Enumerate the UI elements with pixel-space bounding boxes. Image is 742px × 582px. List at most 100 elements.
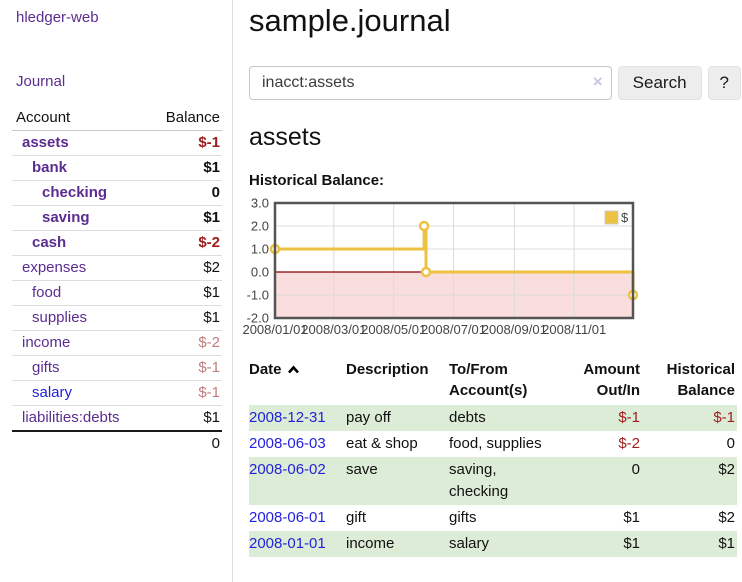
- transaction-date-link[interactable]: 2008-06-01: [249, 509, 326, 526]
- account-balance: $1: [203, 309, 220, 326]
- transaction-amount: $-2: [618, 435, 640, 452]
- search-bar: × Search ?: [249, 66, 741, 100]
- account-link-expenses[interactable]: expenses: [22, 259, 87, 276]
- account-row: supplies $1: [12, 305, 222, 331]
- account-link-checking[interactable]: checking: [42, 184, 108, 201]
- transaction-accounts: salary: [449, 535, 490, 552]
- clear-search-icon[interactable]: ×: [592, 72, 603, 91]
- account-row: checking 0: [12, 180, 222, 206]
- transaction-historical-balance: $2: [718, 509, 735, 526]
- date-column-header[interactable]: Date: [249, 357, 346, 405]
- transaction-accounts: gifts: [449, 509, 477, 526]
- account-balance: $-1: [198, 359, 220, 376]
- account-link-supplies[interactable]: supplies: [32, 309, 88, 326]
- account-balance: $1: [203, 209, 220, 226]
- svg-text:2008/11/01: 2008/11/01: [542, 322, 606, 337]
- transaction-date-link[interactable]: 2008-06-02: [249, 461, 326, 478]
- register-row: 2008-06-03 eat & shop food, supplies $-2…: [249, 431, 737, 457]
- svg-text:2008/07/01: 2008/07/01: [421, 322, 486, 337]
- svg-text:2.0: 2.0: [251, 219, 269, 234]
- historical-column-header: Historical Balance: [666, 361, 735, 399]
- accounts-table: Account Balance assets $-1 bank $1 check…: [12, 106, 222, 456]
- register-row: 2008-06-02 save saving, checking 0 $2: [249, 457, 737, 505]
- account-heading: assets: [249, 123, 322, 151]
- svg-text:2008/03/01: 2008/03/01: [301, 322, 366, 337]
- account-link-saving[interactable]: saving: [42, 209, 90, 226]
- transaction-description: save: [346, 461, 378, 478]
- description-column-header: Description: [346, 361, 429, 378]
- transaction-accounts: saving, checking: [449, 461, 509, 500]
- account-column-header: Account: [12, 106, 148, 131]
- account-row: income $-2: [12, 330, 222, 356]
- account-row: food $1: [12, 280, 222, 306]
- transaction-historical-balance: $2: [718, 461, 735, 478]
- account-balance: $1: [203, 159, 220, 176]
- register-table: Date Description To/From Account(s) Amou…: [249, 357, 737, 557]
- account-link-cash[interactable]: cash: [32, 234, 67, 251]
- account-row: expenses $2: [12, 255, 222, 281]
- register-row: 2008-06-01 gift gifts $1 $2: [249, 505, 737, 531]
- account-balance: $2: [203, 259, 220, 276]
- svg-text:1.0: 1.0: [251, 242, 269, 257]
- transaction-amount: $1: [623, 535, 640, 552]
- account-balance: $1: [203, 284, 220, 301]
- accounts-total-row: 0: [12, 431, 222, 456]
- transaction-date-link[interactable]: 2008-06-03: [249, 435, 326, 452]
- account-balance: $-1: [198, 134, 220, 151]
- account-row: saving $1: [12, 205, 222, 231]
- account-link-food[interactable]: food: [32, 284, 62, 301]
- account-row: cash $-2: [12, 230, 222, 256]
- account-link-gifts[interactable]: gifts: [32, 359, 60, 376]
- account-link-salary[interactable]: salary: [32, 384, 73, 401]
- app-title-link[interactable]: hledger-web: [16, 9, 99, 26]
- account-balance: $-2: [198, 334, 220, 351]
- account-row: salary $-1: [12, 380, 222, 406]
- account-row: gifts $-1: [12, 355, 222, 381]
- sidebar-item-journal[interactable]: Journal: [16, 73, 66, 90]
- svg-text:2008/01/01: 2008/01/01: [243, 322, 308, 337]
- account-row: assets $-1: [12, 131, 222, 156]
- transaction-date-link[interactable]: 2008-12-31: [249, 409, 326, 426]
- sort-ascending-icon: [287, 359, 300, 380]
- svg-text:-1.0: -1.0: [247, 288, 269, 303]
- account-link-bank[interactable]: bank: [32, 159, 68, 176]
- page-title: sample.journal: [249, 3, 451, 38]
- accounts-total-value: 0: [211, 435, 220, 452]
- transaction-amount: $-1: [618, 409, 640, 426]
- account-row: liabilities:debts $1: [12, 405, 222, 432]
- historical-balance-chart: 3.0 2.0 1.0 0.0 -1.0 -2.02008/01/012008/03/01…: [243, 198, 639, 337]
- account-link-liabilities-debts[interactable]: liabilities:debts: [22, 409, 120, 426]
- search-input[interactable]: [249, 66, 612, 100]
- transaction-amount: 0: [631, 461, 640, 478]
- svg-text:0.0: 0.0: [251, 265, 269, 280]
- transaction-description: eat & shop: [346, 435, 418, 452]
- main-content: sample.journal × Search ? assets Histori…: [243, 0, 741, 582]
- account-balance: $-2: [198, 234, 220, 251]
- search-button[interactable]: Search: [617, 66, 702, 100]
- svg-text:2008/09/01: 2008/09/01: [482, 322, 547, 337]
- transaction-amount: $1: [623, 509, 640, 526]
- transaction-historical-balance: 0: [726, 435, 735, 452]
- amount-column-header: Amount Out/In: [583, 361, 640, 399]
- register-row: 2008-12-31 pay off debts $-1 $-1: [249, 405, 737, 431]
- transaction-accounts: debts: [449, 409, 486, 426]
- register-header-row: Date Description To/From Account(s) Amou…: [249, 357, 737, 405]
- svg-text:3.0: 3.0: [251, 198, 269, 211]
- account-balance: $1: [203, 409, 220, 426]
- account-row: bank $1: [12, 155, 222, 181]
- transaction-description: pay off: [346, 409, 391, 426]
- accounts-header-row: Account Balance: [12, 106, 222, 131]
- transaction-historical-balance: $-1: [713, 409, 735, 426]
- help-button[interactable]: ?: [707, 66, 741, 100]
- transaction-description: income: [346, 535, 395, 552]
- transaction-date-link[interactable]: 2008-01-01: [249, 535, 326, 552]
- account-link-income[interactable]: income: [22, 334, 71, 351]
- account-link-assets[interactable]: assets: [22, 134, 69, 151]
- transaction-description: gift: [346, 509, 367, 526]
- tofrom-column-header: To/From Account(s): [449, 361, 528, 399]
- sidebar: hledger-web Journal Account Balance asse…: [0, 0, 233, 582]
- svg-text:2008/05/01: 2008/05/01: [361, 322, 426, 337]
- svg-text:-2.0: -2.0: [247, 311, 269, 326]
- svg-text:$: $: [621, 210, 629, 225]
